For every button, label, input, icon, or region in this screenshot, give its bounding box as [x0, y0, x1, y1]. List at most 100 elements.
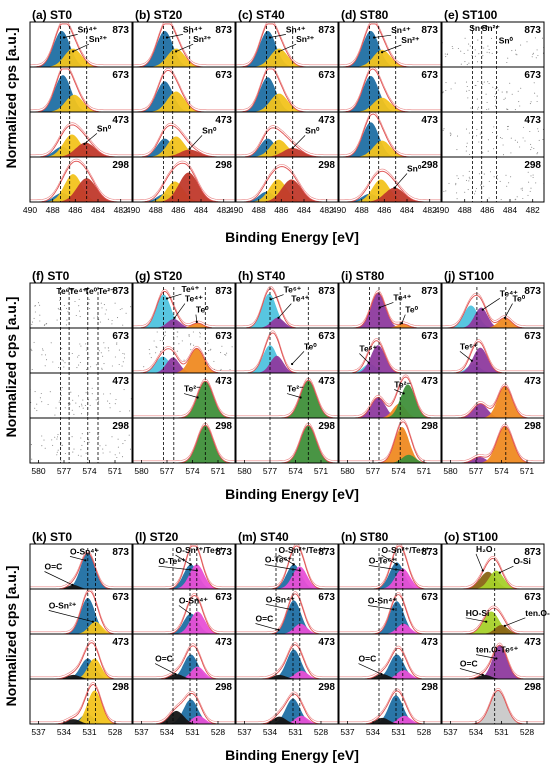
- data-point: [33, 317, 35, 319]
- measured-spectrum: [339, 374, 441, 417]
- x-tick-label: 488: [46, 205, 60, 215]
- data-point: [90, 366, 92, 368]
- chart-title: (e) ST100: [444, 8, 498, 22]
- data-point: [155, 346, 157, 348]
- peak-label-arrow: [72, 43, 90, 52]
- data-point: [529, 103, 531, 105]
- peak-label-arrowhead: [175, 50, 178, 53]
- x-tick-label: 531: [391, 727, 405, 737]
- data-point: [31, 350, 33, 352]
- data-point: [50, 342, 52, 344]
- data-point: [444, 53, 446, 55]
- peak-label-arrow: [394, 173, 408, 188]
- fit-component-black: [236, 716, 338, 724]
- spectrum-panel: 298: [132, 417, 236, 464]
- data-point: [83, 441, 85, 443]
- data-point: [80, 449, 82, 451]
- temperature-label: 673: [112, 592, 129, 603]
- x-tick-label: 534: [263, 727, 277, 737]
- temperature-label: 473: [421, 637, 438, 648]
- temperature-label: 873: [421, 25, 438, 36]
- temperature-label: 298: [215, 421, 232, 432]
- temperature-label: 473: [318, 376, 335, 387]
- data-point: [45, 323, 47, 325]
- data-point: [493, 176, 495, 178]
- measured-spectrum: [339, 21, 441, 66]
- data-point: [78, 305, 80, 307]
- data-point: [474, 55, 476, 57]
- panel-frame: [338, 156, 442, 203]
- data-point: [39, 397, 41, 399]
- spectrum-panel: 873 Sn⁴⁺Sn²⁺ Sn⁰: [441, 21, 545, 68]
- data-point: [476, 135, 478, 137]
- data-point: [456, 192, 458, 194]
- peak-label: Te⁰: [513, 294, 526, 304]
- data-point: [538, 139, 540, 141]
- data-point: [74, 300, 76, 303]
- data-point: [518, 101, 520, 103]
- data-point: [532, 174, 534, 176]
- peak-label: Te²⁻: [98, 286, 115, 296]
- data-point: [111, 319, 113, 322]
- data-point: [98, 435, 100, 437]
- data-point: [478, 53, 480, 55]
- spectrum-panel: 473: [29, 372, 133, 419]
- data-point: [107, 347, 109, 349]
- x-tick-label: 484: [503, 205, 517, 215]
- spectrum-panel: 298: [29, 417, 133, 464]
- data-point: [537, 152, 539, 154]
- data-point: [56, 436, 59, 438]
- fit-component-red: [30, 178, 132, 202]
- peak-label: O-Sn⁴⁺: [70, 546, 100, 556]
- data-point: [482, 83, 484, 85]
- data-point: [67, 302, 69, 304]
- data-point: [451, 45, 453, 48]
- data-point: [496, 51, 498, 53]
- temperature-label: 673: [112, 70, 129, 81]
- data-point: [487, 81, 489, 83]
- x-tick-label: 490: [332, 205, 346, 215]
- data-point: [467, 49, 469, 51]
- peak-label: Te⁴⁺: [500, 288, 518, 298]
- temperature-label: 473: [112, 376, 129, 387]
- data-point: [468, 176, 470, 178]
- temperature-label: 873: [524, 25, 541, 36]
- data-point: [61, 359, 63, 361]
- data-point: [199, 333, 201, 335]
- data-point: [178, 343, 180, 345]
- data-point: [450, 135, 452, 137]
- data-point: [532, 53, 534, 55]
- fit-component-black: [30, 719, 132, 724]
- fit-component-black: [30, 674, 132, 679]
- data-point: [183, 359, 185, 361]
- data-point: [213, 360, 215, 362]
- panel-frame: [441, 156, 545, 203]
- peak-label-arrow: [504, 303, 513, 318]
- data-point: [52, 444, 54, 446]
- data-point: [450, 133, 452, 135]
- spectrum-panel: 873 H₂O O-Si: [441, 543, 545, 590]
- spectrum-panel: 673 O-Sn⁴⁺ O=C: [235, 588, 339, 635]
- data-point: [63, 304, 65, 307]
- data-point: [101, 307, 103, 309]
- peak-label-arrowhead: [84, 559, 87, 562]
- data-point: [85, 392, 87, 394]
- peak-label-arrow: [48, 610, 93, 623]
- peak-label: Te⁴⁺: [69, 286, 87, 296]
- data-point: [519, 105, 521, 107]
- data-point: [452, 47, 454, 49]
- data-point: [213, 368, 215, 370]
- measured-spectrum: [339, 645, 441, 678]
- spectrum-panel: 298: [235, 417, 339, 464]
- data-point: [537, 130, 539, 132]
- data-point: [31, 321, 34, 323]
- fit-component-yellow: [236, 93, 338, 112]
- data-point: [80, 413, 83, 415]
- spectrum-panel: 298: [441, 417, 545, 464]
- x-axis-label-top: Binding Energy [eV]: [225, 229, 359, 245]
- peak-label-arrowhead: [503, 624, 506, 627]
- data-point: [516, 196, 518, 198]
- measured-spectrum: [30, 66, 132, 111]
- data-point: [221, 345, 223, 347]
- spectrum-panel: 473 O=C: [338, 633, 442, 680]
